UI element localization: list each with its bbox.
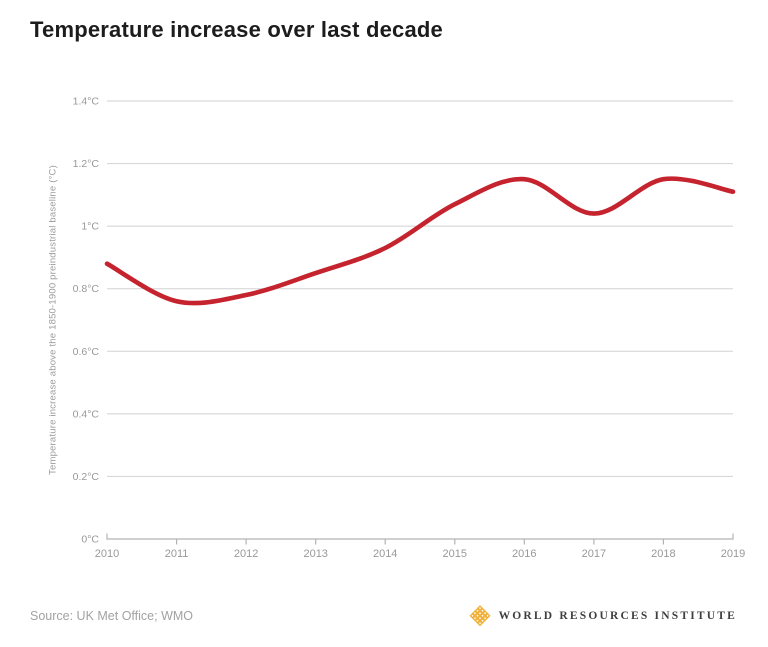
gridlines bbox=[107, 100, 733, 477]
y-tick-label: 0.6°C bbox=[73, 346, 100, 358]
temperature-series-line bbox=[104, 176, 736, 306]
x-tick-label: 2015 bbox=[443, 548, 467, 560]
x-tick-label: 2013 bbox=[303, 548, 327, 560]
x-tick-label: 2016 bbox=[512, 548, 536, 560]
x-tick-label: 2010 bbox=[95, 548, 119, 560]
wri-logo-lattice bbox=[469, 605, 491, 627]
y-tick-label: 1.4°C bbox=[73, 96, 100, 108]
x-tick-label: 2019 bbox=[721, 548, 745, 560]
temperature-line-chart: 0°C 0.2°C 0.4°C 0.6°C 0.8°C 1°C 1.2°C 1.4°C 201… bbox=[73, 96, 746, 561]
x-tick-label: 2014 bbox=[373, 548, 397, 560]
page-title: Temperature increase over last decade bbox=[30, 17, 443, 42]
source-note: Source: UK Met Office; WMO bbox=[30, 609, 194, 623]
y-tick-label: 0.8°C bbox=[73, 283, 100, 295]
y-tick-label: 1°C bbox=[81, 221, 99, 233]
wri-logo-icon bbox=[469, 605, 491, 627]
y-tick-label: 0.2°C bbox=[73, 471, 100, 483]
x-axis bbox=[106, 533, 734, 545]
x-tick-label: 2018 bbox=[651, 548, 675, 560]
wri-logo-text: WORLD RESOURCES INSTITUTE bbox=[498, 610, 737, 622]
x-tick-label: 2017 bbox=[582, 548, 606, 560]
x-axis-line bbox=[106, 533, 734, 540]
x-axis-tick-labels: 2010 2011 2012 2013 2014 2015 2016 2017 2018 2019 bbox=[95, 548, 745, 560]
y-axis-tick-labels: 0°C 0.2°C 0.4°C 0.6°C 0.8°C 1°C 1.2°C 1.4°C bbox=[73, 96, 100, 546]
y-tick-label: 0°C bbox=[81, 534, 99, 546]
x-tick-label: 2012 bbox=[234, 548, 258, 560]
y-tick-label: 1.2°C bbox=[73, 158, 100, 170]
x-tick-label: 2011 bbox=[165, 548, 189, 560]
y-tick-label: 0.4°C bbox=[73, 408, 100, 420]
wri-logo: WORLD RESOURCES INSTITUTE bbox=[469, 605, 737, 627]
